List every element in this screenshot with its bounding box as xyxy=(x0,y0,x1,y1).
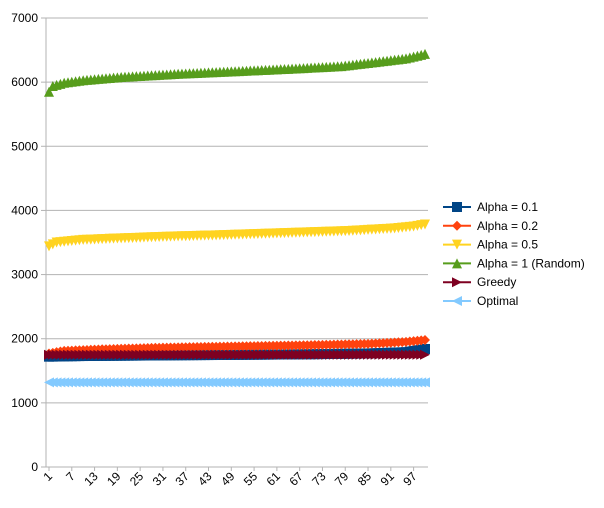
data-point xyxy=(44,86,54,97)
series-2 xyxy=(44,219,430,252)
y-tick-label: 2000 xyxy=(11,332,38,346)
series-5 xyxy=(44,377,430,388)
legend-label: Greedy xyxy=(477,275,516,289)
x-tick-label: 7 xyxy=(63,469,78,484)
legend: Alpha = 0.1 Alpha = 0.2 Alpha = 0.5 Alpha =… xyxy=(443,200,585,308)
x-tick-label: 79 xyxy=(332,469,352,489)
series-group xyxy=(44,48,430,388)
series-3 xyxy=(44,48,430,97)
x-tick-label: 31 xyxy=(150,469,170,489)
legend-label: Alpha = 0.1 xyxy=(477,200,538,214)
legend-marker xyxy=(452,239,462,250)
x-tick-label: 61 xyxy=(264,469,284,489)
legend-item: Alpha = 1 (Random) xyxy=(443,256,585,270)
x-tick-label: 13 xyxy=(81,469,101,489)
x-tick-label: 1 xyxy=(40,469,55,484)
y-tick-label: 3000 xyxy=(11,268,38,282)
data-point xyxy=(420,349,430,360)
data-point xyxy=(420,343,430,354)
legend-item: Alpha = 0.1 xyxy=(443,200,538,214)
x-tick-label: 85 xyxy=(355,469,375,489)
legend-marker xyxy=(452,258,462,269)
legend-item: Greedy xyxy=(443,275,516,289)
gridlines xyxy=(46,17,428,468)
x-tick-label: 55 xyxy=(241,469,261,489)
legend-marker xyxy=(452,220,462,231)
y-tick-label: 7000 xyxy=(11,11,38,25)
x-tick-label: 97 xyxy=(400,469,420,489)
data-point xyxy=(420,334,430,345)
y-tick-label: 4000 xyxy=(11,203,38,217)
legend-marker xyxy=(452,202,462,212)
legend-marker xyxy=(452,277,462,288)
x-tick-label: 43 xyxy=(195,469,215,489)
x-tick-label: 19 xyxy=(104,469,124,489)
y-tick-label: 1000 xyxy=(11,396,38,410)
y-tick-label: 5000 xyxy=(11,139,38,153)
legend-item: Alpha = 0.2 xyxy=(443,219,538,233)
y-tick-label: 0 xyxy=(31,460,38,474)
legend-label: Alpha = 0.5 xyxy=(477,238,538,252)
x-tick-label: 37 xyxy=(173,469,193,489)
x-tick-label: 73 xyxy=(309,469,329,489)
legend-label: Alpha = 1 (Random) xyxy=(477,256,585,270)
x-tick-label: 67 xyxy=(286,469,306,489)
data-point xyxy=(420,48,430,59)
data-point xyxy=(420,219,430,230)
x-tick-label: 25 xyxy=(127,469,147,489)
legend-marker xyxy=(452,296,462,306)
legend-label: Optimal xyxy=(477,294,518,308)
data-point xyxy=(420,377,430,388)
legend-item: Alpha = 0.5 xyxy=(443,238,538,252)
x-tick-label: 91 xyxy=(378,469,398,489)
y-tick-label: 6000 xyxy=(11,75,38,89)
legend-item: Optimal xyxy=(443,294,518,308)
series-4 xyxy=(44,349,430,360)
x-tick-label: 49 xyxy=(218,469,238,489)
legend-label: Alpha = 0.2 xyxy=(477,219,538,233)
